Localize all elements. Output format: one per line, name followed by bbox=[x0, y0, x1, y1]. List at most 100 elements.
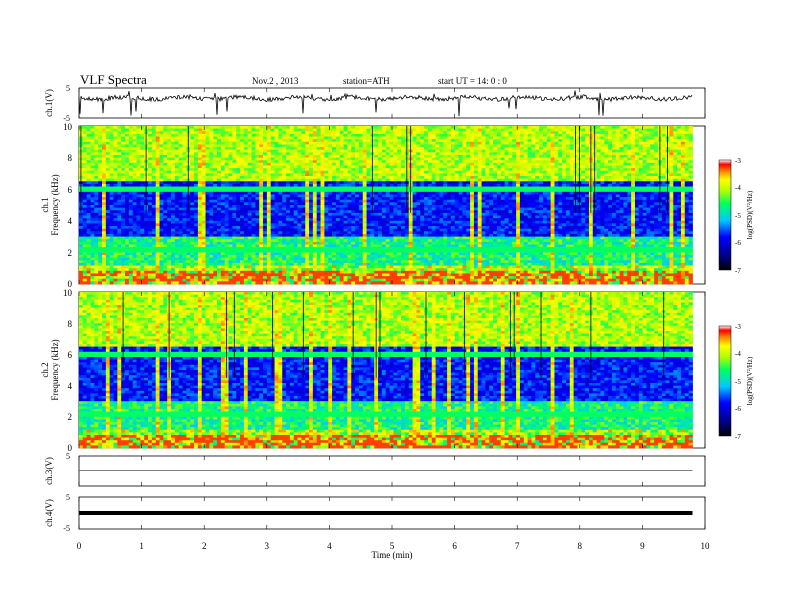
spectrogram-cell bbox=[378, 170, 383, 174]
spectrogram-cell bbox=[209, 162, 214, 166]
spectrogram-cell bbox=[190, 176, 195, 180]
spectrogram-cell bbox=[297, 194, 302, 198]
spectrogram-cell bbox=[255, 136, 260, 140]
spectrogram-cell bbox=[347, 147, 352, 151]
spectrogram-cell bbox=[477, 152, 482, 156]
spectrogram-cell bbox=[523, 205, 528, 209]
spectrogram-cell bbox=[102, 128, 107, 132]
spectrogram-cell bbox=[420, 126, 425, 130]
spectrogram-cell bbox=[381, 147, 387, 151]
spectrogram-cell bbox=[86, 173, 91, 177]
spectrogram-cell bbox=[201, 186, 206, 190]
spectrogram-cell bbox=[358, 126, 364, 130]
spectrogram-cell bbox=[677, 191, 682, 195]
spectrogram-cell bbox=[171, 162, 176, 166]
spectrogram-cell bbox=[132, 197, 137, 201]
spectrogram-cell bbox=[289, 205, 295, 209]
spectrogram-cell bbox=[558, 205, 563, 209]
spectrogram-cell bbox=[623, 157, 628, 161]
spectrogram-cell bbox=[680, 194, 686, 198]
spectrogram-cell bbox=[470, 147, 475, 151]
spectrogram-cell bbox=[224, 136, 229, 140]
spectrogram-cell bbox=[286, 141, 291, 145]
spectrogram-cell bbox=[542, 154, 548, 158]
spectrogram-cell bbox=[259, 160, 264, 164]
spectrogram-cell bbox=[412, 178, 417, 182]
spectrogram-cell bbox=[266, 186, 272, 190]
spectrogram-cell bbox=[516, 154, 521, 158]
spectrogram-cell bbox=[623, 149, 628, 153]
spectrogram-cell bbox=[634, 191, 640, 195]
spectrogram-cell bbox=[462, 128, 467, 132]
spectrogram-cell bbox=[401, 186, 406, 190]
spectrogram-cell bbox=[274, 202, 279, 206]
spectrogram-cell bbox=[554, 194, 559, 198]
spectrogram-cell bbox=[209, 165, 214, 169]
spectrogram-cell bbox=[243, 131, 249, 135]
spectrogram-cell bbox=[109, 191, 114, 195]
spectrogram-cell bbox=[113, 139, 118, 143]
spectrogram-cell bbox=[240, 173, 245, 177]
spectrogram-cell bbox=[600, 160, 605, 164]
spectrogram-cell bbox=[282, 186, 287, 190]
spectrogram-cell bbox=[109, 160, 114, 164]
spectrogram-cell bbox=[500, 126, 505, 130]
spectrogram-cell bbox=[646, 202, 651, 206]
spectrogram-cell bbox=[132, 176, 137, 180]
spectrogram-cell bbox=[316, 133, 321, 137]
spectrogram-cell bbox=[366, 147, 371, 151]
spectrogram-cell bbox=[167, 133, 172, 137]
spectrogram-cell bbox=[224, 186, 229, 190]
spectrogram-cell bbox=[427, 141, 433, 145]
spectrogram-cell bbox=[128, 199, 134, 203]
spectrogram-cell bbox=[485, 186, 490, 190]
spectrogram-cell bbox=[393, 194, 398, 198]
spectrogram-cell bbox=[527, 160, 532, 164]
spectrogram-cell bbox=[328, 183, 333, 187]
spectrogram-cell bbox=[516, 173, 521, 177]
spectrogram-cell bbox=[596, 186, 601, 190]
spectrogram-cell bbox=[102, 139, 107, 143]
spectrogram-cell bbox=[324, 128, 329, 132]
spectrogram-cell bbox=[263, 183, 268, 187]
spectrogram-cell bbox=[155, 144, 160, 148]
spectrogram-cell bbox=[132, 149, 137, 153]
spectrogram-cell bbox=[393, 176, 398, 180]
spectrogram-cell bbox=[496, 176, 502, 180]
spectrogram-cell bbox=[623, 176, 628, 180]
spectrogram-cell bbox=[247, 189, 252, 193]
spectrogram-cell bbox=[427, 157, 433, 161]
spectrogram-cell bbox=[140, 183, 145, 187]
spectrogram-cell bbox=[228, 205, 233, 209]
spectrogram-cell bbox=[393, 133, 398, 137]
spectrogram-cell bbox=[197, 133, 203, 137]
spectrogram-cell bbox=[531, 168, 536, 172]
spectrogram-cell bbox=[366, 139, 371, 143]
spectrogram-cell bbox=[427, 136, 433, 140]
spectrogram-cell bbox=[125, 133, 130, 137]
spectrogram-cell bbox=[82, 191, 88, 195]
spectrogram-cell bbox=[385, 176, 390, 180]
spectrogram-cell bbox=[197, 173, 203, 177]
spectrogram-cell bbox=[125, 202, 130, 206]
spectrogram-cell bbox=[201, 154, 206, 158]
spectrogram-cell bbox=[151, 157, 157, 161]
spectrogram-cell bbox=[562, 133, 567, 137]
spectrogram-cell bbox=[634, 162, 640, 166]
spectrogram-cell bbox=[642, 136, 647, 140]
spectrogram-cell bbox=[424, 197, 429, 201]
spectrogram-cell bbox=[224, 141, 229, 145]
spectrogram-cell bbox=[140, 147, 145, 151]
spectrogram-cell bbox=[493, 186, 498, 190]
spectrogram-cell bbox=[136, 133, 141, 137]
spectrogram-cell bbox=[435, 133, 440, 137]
spectrogram-cell bbox=[197, 181, 203, 185]
spectrogram-cell bbox=[209, 149, 214, 153]
spectrogram-cell bbox=[481, 176, 486, 180]
spectrogram-cell bbox=[197, 194, 203, 198]
spectrogram-cell bbox=[362, 186, 367, 190]
spectrogram-cell bbox=[194, 205, 199, 209]
spectrogram-cell bbox=[523, 181, 528, 185]
spectrogram-cell bbox=[136, 131, 141, 135]
spectrogram-cell bbox=[278, 131, 283, 135]
